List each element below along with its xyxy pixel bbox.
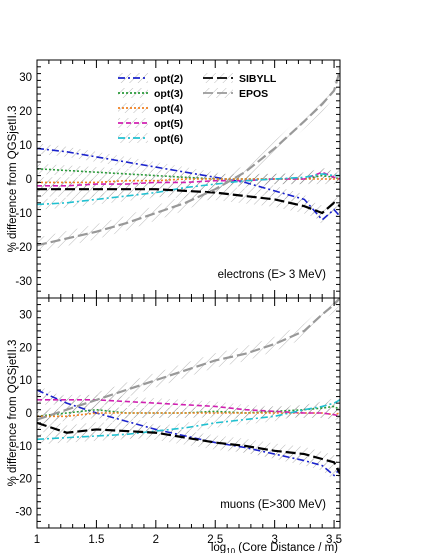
series-line-opt6 — [37, 173, 340, 206]
y-axis: -30 -20 -10 0 10 20 30 — [15, 297, 340, 529]
y-axis-title: % difference from QGSjetII.3 — [7, 340, 19, 487]
y-tick-label: 20 — [19, 342, 32, 354]
y-tick-label: 30 — [19, 309, 32, 321]
y-tick-label: -10 — [15, 441, 32, 453]
legend: opt(2) opt(3) opt(4) opt(5) opt(6) SIBYLL EPOS — [118, 73, 277, 145]
y-tick-label: 30 — [19, 72, 32, 84]
legend-label-opt4: opt(4) — [154, 103, 183, 115]
uncertainty-bands — [37, 62, 340, 253]
series-line-opt6 — [37, 399, 340, 441]
series-line-opt2 — [37, 389, 340, 477]
y-tick-label: -20 — [15, 474, 32, 486]
x-tick-label: 2 — [153, 534, 159, 546]
series-line-epos — [37, 298, 340, 421]
y-tick-label: 10 — [19, 140, 32, 152]
y-tick-label: 10 — [19, 375, 32, 387]
legend-swatch-band — [118, 88, 148, 98]
series-line-sibyll — [37, 188, 340, 215]
legend-label-opt5: opt(5) — [154, 118, 183, 130]
legend-label-opt3: opt(3) — [154, 88, 183, 100]
x-tick-label: 2.5 — [207, 534, 223, 546]
x-tick-label: 1 — [34, 534, 40, 546]
series-line-opt4 — [37, 178, 340, 184]
y-tick-label: -30 — [15, 507, 32, 519]
series-lines — [37, 69, 340, 247]
series-line-opt4 — [37, 412, 340, 418]
series-line-opt2 — [37, 147, 340, 221]
band-opt2 — [37, 143, 340, 225]
band-epos — [37, 62, 340, 253]
y-tick-label: -30 — [15, 276, 32, 288]
x-axis — [36, 60, 335, 298]
series-lines — [37, 298, 340, 477]
y-axis-title: % difference from QGSjetII.3 — [7, 106, 19, 253]
y-tick-label: 20 — [19, 106, 32, 118]
legend-label-epos: EPOS — [239, 88, 268, 100]
legend-label-opt6: opt(6) — [154, 133, 183, 145]
x-tick-label: 3.5 — [326, 534, 342, 546]
x-axis: 1 1.5 2 2.5 3 3.5 — [34, 298, 342, 546]
series-line-opt5 — [37, 171, 340, 187]
panel-annotation: electrons (E> 3 MeV) — [218, 269, 327, 281]
series-line-sibyll — [37, 421, 340, 475]
panel-electrons: -30 -20 -10 0 10 20 30 % difference from QGSjet… — [7, 59, 341, 299]
legend-label-opt2: opt(2) — [154, 73, 183, 85]
legend-swatch-band — [118, 118, 148, 128]
series-line-opt3 — [37, 405, 340, 418]
legend-label-sibyll: SIBYLL — [239, 73, 277, 85]
band-sibyll — [37, 181, 340, 221]
band-sibyll — [37, 415, 340, 482]
series-line-opt3 — [37, 168, 340, 180]
y-tick-label: -20 — [15, 242, 32, 254]
series-line-epos — [37, 69, 340, 247]
plot-frame — [36, 297, 341, 529]
y-tick-label: -10 — [15, 208, 32, 220]
panel-muons: -30 -20 -10 0 10 20 30 1 1.5 2 2.5 3 3.5 % difference… — [7, 297, 342, 553]
panel-annotation: muons (E>300 MeV) — [220, 499, 326, 511]
x-tick-label: 1.5 — [88, 534, 104, 546]
y-tick-label: 0 — [26, 408, 32, 420]
x-axis-title: log10 (Core Distance / m) — [211, 542, 338, 553]
y-tick-label: 0 — [26, 174, 32, 186]
x-tick-label: 3 — [271, 534, 277, 546]
legend-swatch-band — [118, 103, 148, 113]
